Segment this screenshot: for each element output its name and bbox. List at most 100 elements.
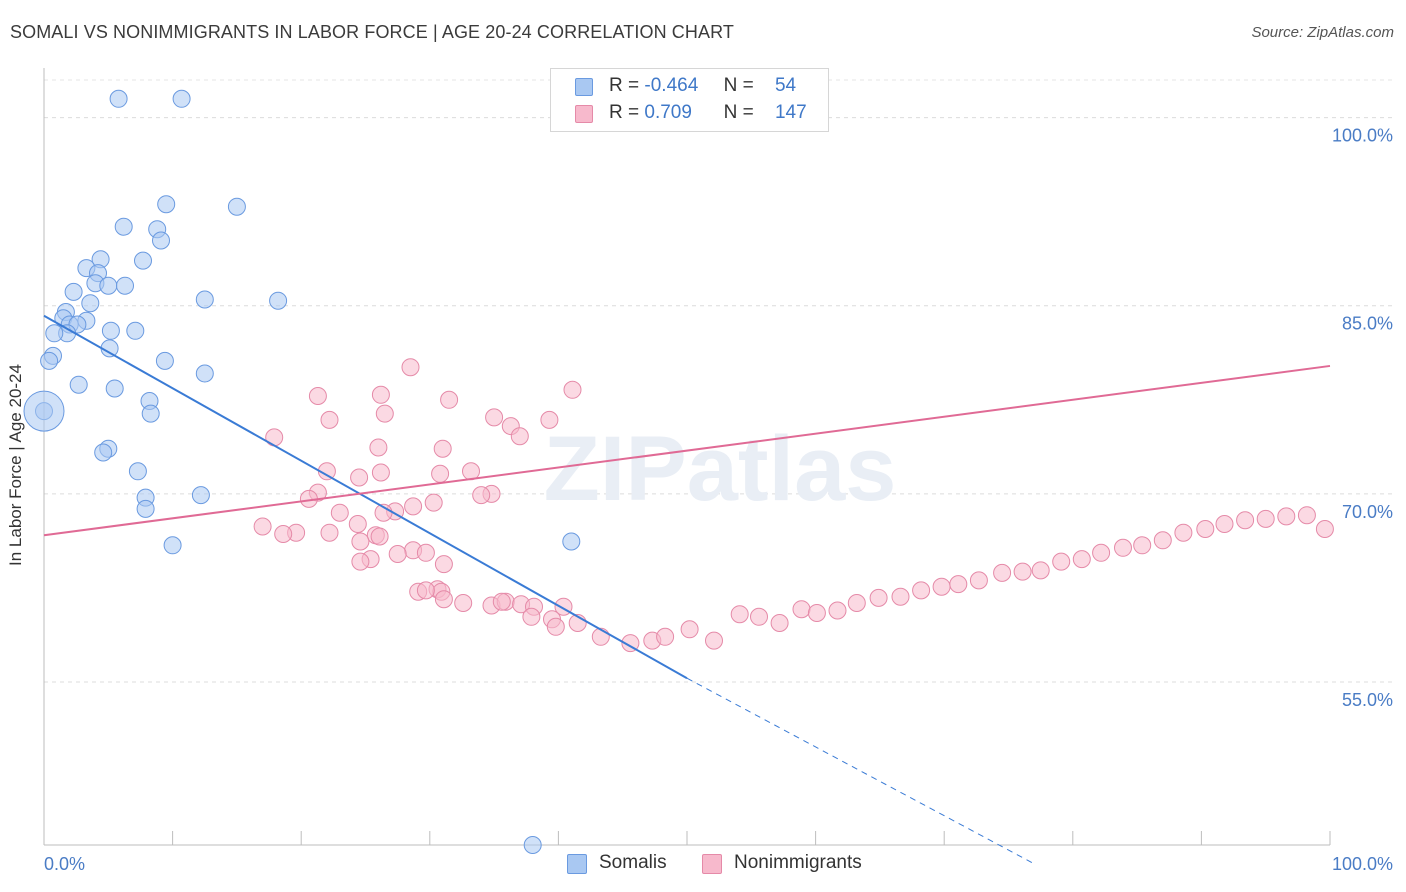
data-point	[546, 617, 565, 636]
data-point	[109, 89, 128, 108]
data-point	[371, 385, 390, 404]
nonimmigrants-legend-label: Nonimmigrants	[734, 852, 862, 873]
somalis-legend-label: Somalis	[599, 852, 667, 873]
legend-r-value: 0.709	[644, 102, 692, 123]
data-point	[522, 607, 541, 626]
axes	[43, 68, 1331, 846]
legend-n-label: N =	[723, 75, 754, 96]
data-point	[912, 581, 931, 600]
data-point	[134, 251, 152, 270]
data-point	[269, 291, 288, 310]
data-point	[416, 543, 435, 562]
legend-n-value: 54	[774, 75, 797, 96]
data-point	[932, 577, 951, 596]
data-point	[680, 620, 699, 639]
data-point	[274, 525, 293, 543]
data-point	[370, 527, 389, 546]
data-point	[562, 532, 581, 551]
data-point	[40, 351, 59, 370]
nonimmigrants-legend-swatch	[702, 854, 722, 874]
data-point	[1133, 536, 1152, 555]
data-point	[1031, 561, 1050, 580]
data-point	[705, 631, 723, 650]
data-point	[416, 581, 435, 600]
data-point	[64, 282, 83, 301]
data-point	[828, 601, 847, 620]
data-point	[1092, 543, 1111, 562]
data-point	[371, 463, 390, 482]
data-point	[770, 614, 789, 632]
data-point	[750, 607, 768, 626]
data-point	[320, 410, 339, 429]
nonimmigrants-trend-line	[43, 364, 1331, 537]
data-point	[847, 594, 866, 612]
data-point	[485, 408, 504, 427]
data-point	[433, 439, 452, 458]
data-point	[1215, 515, 1234, 533]
data-point	[1297, 506, 1316, 525]
legend-r-label: R =	[609, 75, 640, 96]
data-point	[128, 462, 147, 481]
data-point	[510, 427, 529, 446]
data-point	[1196, 520, 1215, 538]
data-point	[195, 290, 214, 309]
data-point	[163, 536, 182, 555]
data-point	[99, 276, 118, 295]
data-point	[621, 634, 640, 653]
correlation-legend: R = -0.464 N = 54 R = 0.709 N = 147	[550, 68, 829, 132]
x-tick-labels: 0.0% 100.0%	[44, 854, 1393, 874]
data-point	[949, 575, 968, 594]
data-point	[69, 375, 88, 394]
data-point	[472, 486, 491, 505]
data-point	[45, 324, 64, 343]
data-point	[320, 523, 339, 542]
data-point	[656, 627, 675, 646]
data-point	[969, 571, 988, 590]
data-point	[440, 390, 459, 409]
y-tick-label: 100.0%	[1332, 126, 1393, 146]
data-point-large	[23, 390, 65, 432]
data-point	[1174, 523, 1193, 542]
data-point	[454, 594, 473, 612]
data-point	[155, 351, 174, 370]
data-point	[540, 410, 559, 429]
data-point	[152, 231, 170, 250]
data-point	[253, 517, 272, 536]
data-point	[523, 836, 542, 854]
data-point	[431, 464, 450, 483]
data-point	[1114, 538, 1132, 557]
legend-n-label: N =	[723, 102, 754, 123]
y-tick-labels: 100.0% 85.0% 70.0% 55.0%	[1332, 126, 1393, 710]
data-point	[265, 428, 284, 447]
data-point	[351, 552, 370, 571]
x-tick-label: 100.0%	[1332, 854, 1393, 874]
data-point	[434, 590, 453, 609]
legend-r-label: R =	[609, 102, 640, 123]
watermark: ZIPatlas	[544, 418, 897, 520]
data-point	[993, 563, 1012, 582]
data-point	[105, 379, 124, 398]
somalis-points	[23, 89, 581, 854]
data-point	[424, 493, 443, 512]
data-point	[81, 294, 100, 313]
data-point	[375, 404, 394, 423]
somalis-legend-swatch	[567, 854, 587, 874]
data-point	[351, 532, 370, 551]
y-tick-label: 70.0%	[1342, 502, 1393, 522]
grid-lines	[44, 79, 1395, 683]
data-point	[227, 197, 246, 216]
legend-r-value: -0.464	[644, 75, 699, 96]
data-point	[141, 404, 160, 423]
somalis-swatch	[575, 78, 593, 96]
series-legend: Somalis Nonimmigrants	[0, 852, 1406, 878]
data-point	[891, 587, 910, 606]
data-point	[116, 276, 134, 295]
data-point	[1315, 520, 1334, 538]
nonimmigrants-points	[253, 358, 1334, 653]
data-point	[1277, 507, 1296, 526]
data-point	[807, 604, 826, 622]
somalis-trend-line	[43, 314, 688, 680]
data-point	[114, 217, 133, 236]
data-point	[369, 438, 388, 457]
